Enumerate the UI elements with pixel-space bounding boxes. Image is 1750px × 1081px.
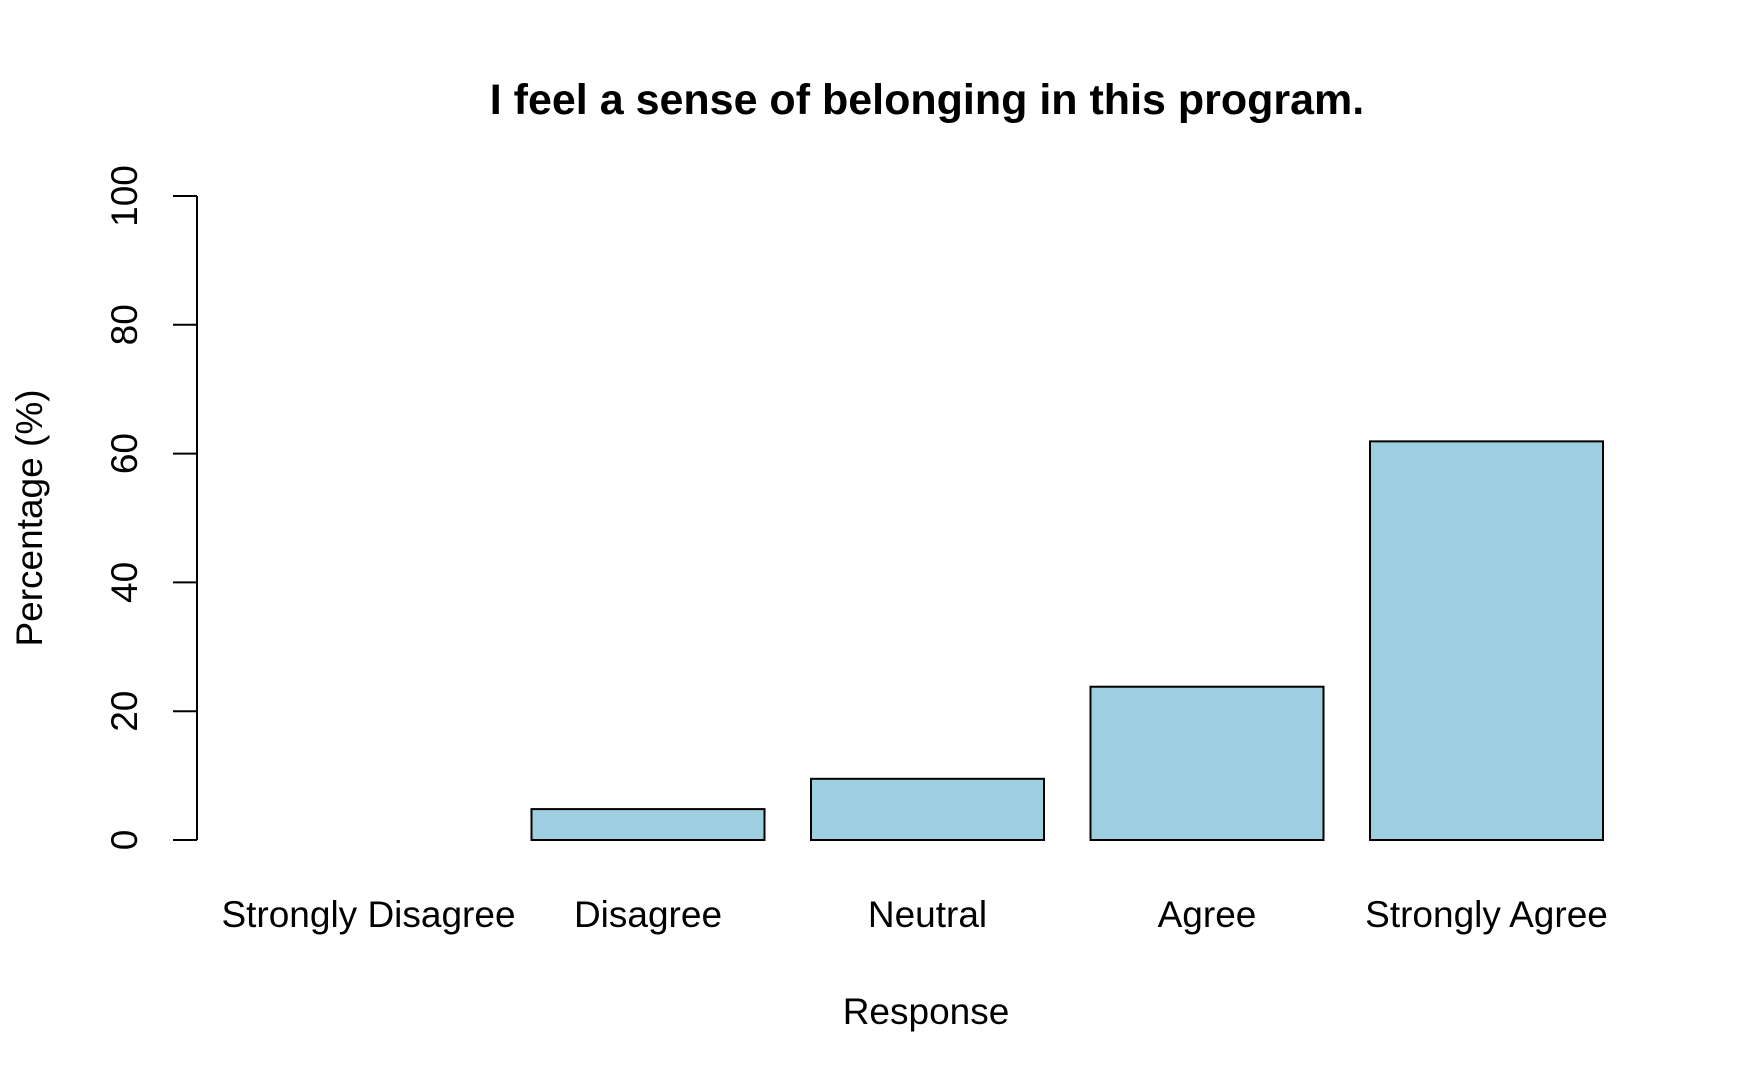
- bar: [1369, 440, 1604, 841]
- category-label: Disagree: [574, 894, 722, 935]
- y-tick-label: 100: [104, 165, 145, 227]
- bar: [1089, 685, 1325, 842]
- y-tick-label: 20: [104, 691, 145, 732]
- y-tick-label: 0: [104, 830, 145, 851]
- category-label: Agree: [1158, 894, 1257, 935]
- x-axis-label: Response: [843, 991, 1010, 1032]
- y-tick-label: 60: [104, 433, 145, 474]
- category-label: Strongly Disagree: [221, 894, 515, 935]
- chart-title: I feel a sense of belonging in this prog…: [490, 76, 1364, 124]
- y-tick-label: 80: [104, 304, 145, 345]
- bar: [530, 808, 766, 842]
- category-label: Neutral: [868, 894, 987, 935]
- category-label: Strongly Agree: [1365, 894, 1608, 935]
- y-axis-ticks: 0 20 40 60 80 100: [104, 165, 197, 850]
- y-tick-label: 40: [104, 562, 145, 603]
- y-axis-label: Percentage (%): [9, 389, 50, 646]
- category-labels: Strongly Disagree Disagree Neutral Agree Str…: [221, 894, 1607, 935]
- bars: [530, 440, 1604, 842]
- bar: [810, 777, 1045, 842]
